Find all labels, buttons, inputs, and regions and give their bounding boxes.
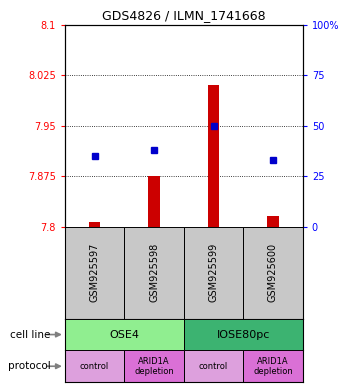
Bar <box>267 217 279 227</box>
Text: GSM925599: GSM925599 <box>209 243 218 302</box>
Bar <box>124 350 184 382</box>
Text: cell line: cell line <box>10 329 51 339</box>
Bar <box>243 350 303 382</box>
Title: GDS4826 / ILMN_1741668: GDS4826 / ILMN_1741668 <box>102 9 266 22</box>
Bar <box>65 227 124 319</box>
Bar <box>148 176 160 227</box>
Bar <box>184 350 243 382</box>
Text: GSM925597: GSM925597 <box>90 243 99 302</box>
Text: control: control <box>80 362 109 371</box>
Text: IOSE80pc: IOSE80pc <box>217 329 270 339</box>
Bar <box>65 350 124 382</box>
Text: protocol: protocol <box>8 361 51 371</box>
Bar <box>65 319 184 350</box>
Text: ARID1A
depletion: ARID1A depletion <box>134 356 174 376</box>
Bar <box>208 86 219 227</box>
Bar <box>89 222 100 227</box>
Text: GSM925598: GSM925598 <box>149 243 159 302</box>
Text: ARID1A
depletion: ARID1A depletion <box>253 356 293 376</box>
Bar <box>243 227 303 319</box>
Text: OSE4: OSE4 <box>109 329 139 339</box>
Bar <box>184 319 303 350</box>
Text: control: control <box>199 362 228 371</box>
Text: GSM925600: GSM925600 <box>268 243 278 302</box>
Bar <box>184 227 243 319</box>
Bar <box>124 227 184 319</box>
